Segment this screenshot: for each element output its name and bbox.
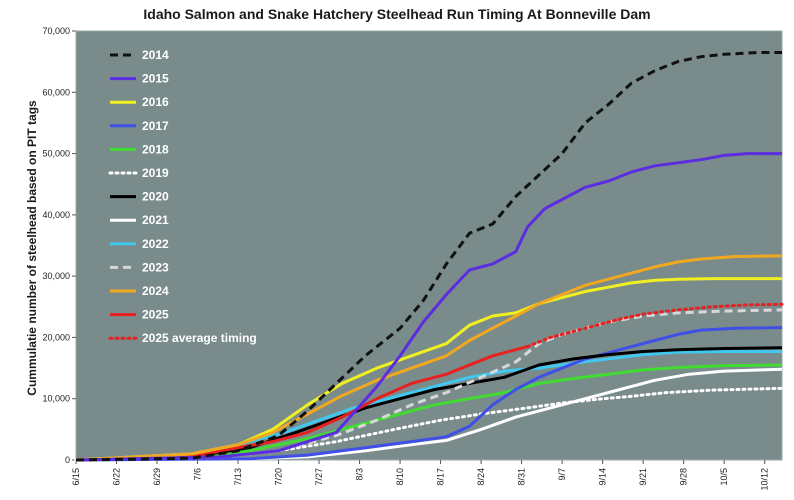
x-tick-label: 8/31 [517, 468, 527, 486]
x-tick-label: 9/28 [679, 468, 689, 486]
legend-label: 2018 [142, 142, 169, 156]
y-tick-label: 20,000 [42, 332, 70, 342]
legend-label: 2022 [142, 237, 169, 251]
plot-area [75, 30, 783, 461]
legend-label: 2019 [142, 166, 169, 180]
legend: 2014 2015 2016 2017 2018 2019 2020 2021 2022 2023… [108, 48, 257, 345]
y-tick-label: 50,000 [42, 149, 70, 159]
y-tick-label: 70,000 [42, 26, 70, 36]
chart-title: Idaho Salmon and Snake Hatchery Steelhea… [143, 6, 651, 22]
x-tick-label: 8/3 [355, 468, 365, 481]
x-axis-ticks: 6/15 6/22 6/29 7/6 7/13 7/20 7/27 8/3 8/10 8/17 8/… [71, 460, 770, 491]
y-tick-label: 40,000 [42, 210, 70, 220]
series-line-2022 [75, 350, 782, 462]
legend-label: 2017 [142, 119, 169, 133]
x-tick-label: 9/14 [598, 468, 608, 486]
legend-label: 2021 [142, 213, 169, 227]
series-line-2021 [75, 367, 783, 462]
legend-label: 2025 average timing [142, 331, 257, 345]
legend-label: 2016 [142, 95, 169, 109]
series-lines [74, 51, 784, 462]
x-tick-label: 9/7 [557, 468, 567, 481]
x-tick-label: 7/27 [314, 468, 324, 486]
x-tick-label: 9/21 [638, 468, 648, 486]
series-line-2025 [75, 345, 528, 462]
series-line-2025-average-timing [525, 302, 784, 349]
y-tick-label: 0 [65, 455, 70, 465]
x-tick-label: 6/15 [71, 468, 81, 486]
legend-label: 2014 [142, 48, 169, 62]
x-tick-label: 10/5 [719, 468, 729, 486]
series-line-2024 [75, 254, 783, 462]
series-line-2015 [75, 152, 782, 462]
x-tick-label: 7/20 [274, 468, 284, 486]
legend-label: 2023 [142, 260, 169, 274]
legend-label: 2015 [142, 72, 169, 86]
x-tick-label: 7/13 [233, 468, 243, 486]
y-tick-label: 30,000 [42, 271, 70, 281]
series-line-2017 [75, 326, 783, 462]
x-tick-label: 8/10 [395, 468, 405, 486]
x-tick-label: 8/17 [436, 468, 446, 486]
series-line-2018 [75, 363, 783, 462]
x-tick-label: 10/12 [760, 468, 770, 491]
legend-label: 2024 [142, 284, 169, 298]
series-line-2023 [75, 308, 783, 462]
legend-label: 2020 [142, 190, 169, 204]
x-tick-label: 6/22 [112, 468, 122, 486]
series-line-2014 [75, 51, 782, 462]
y-tick-label: 10,000 [42, 394, 70, 404]
x-tick-label: 7/6 [193, 468, 203, 481]
y-axis-ticks: 0 10,000 20,000 30,000 40,000 50,000 60,000 70,… [42, 26, 76, 465]
series-line-2016 [75, 277, 782, 462]
y-tick-label: 60,000 [42, 87, 70, 97]
x-tick-label: 8/24 [476, 468, 486, 486]
legend-label: 2025 [142, 308, 169, 322]
x-tick-label: 6/29 [152, 468, 162, 486]
